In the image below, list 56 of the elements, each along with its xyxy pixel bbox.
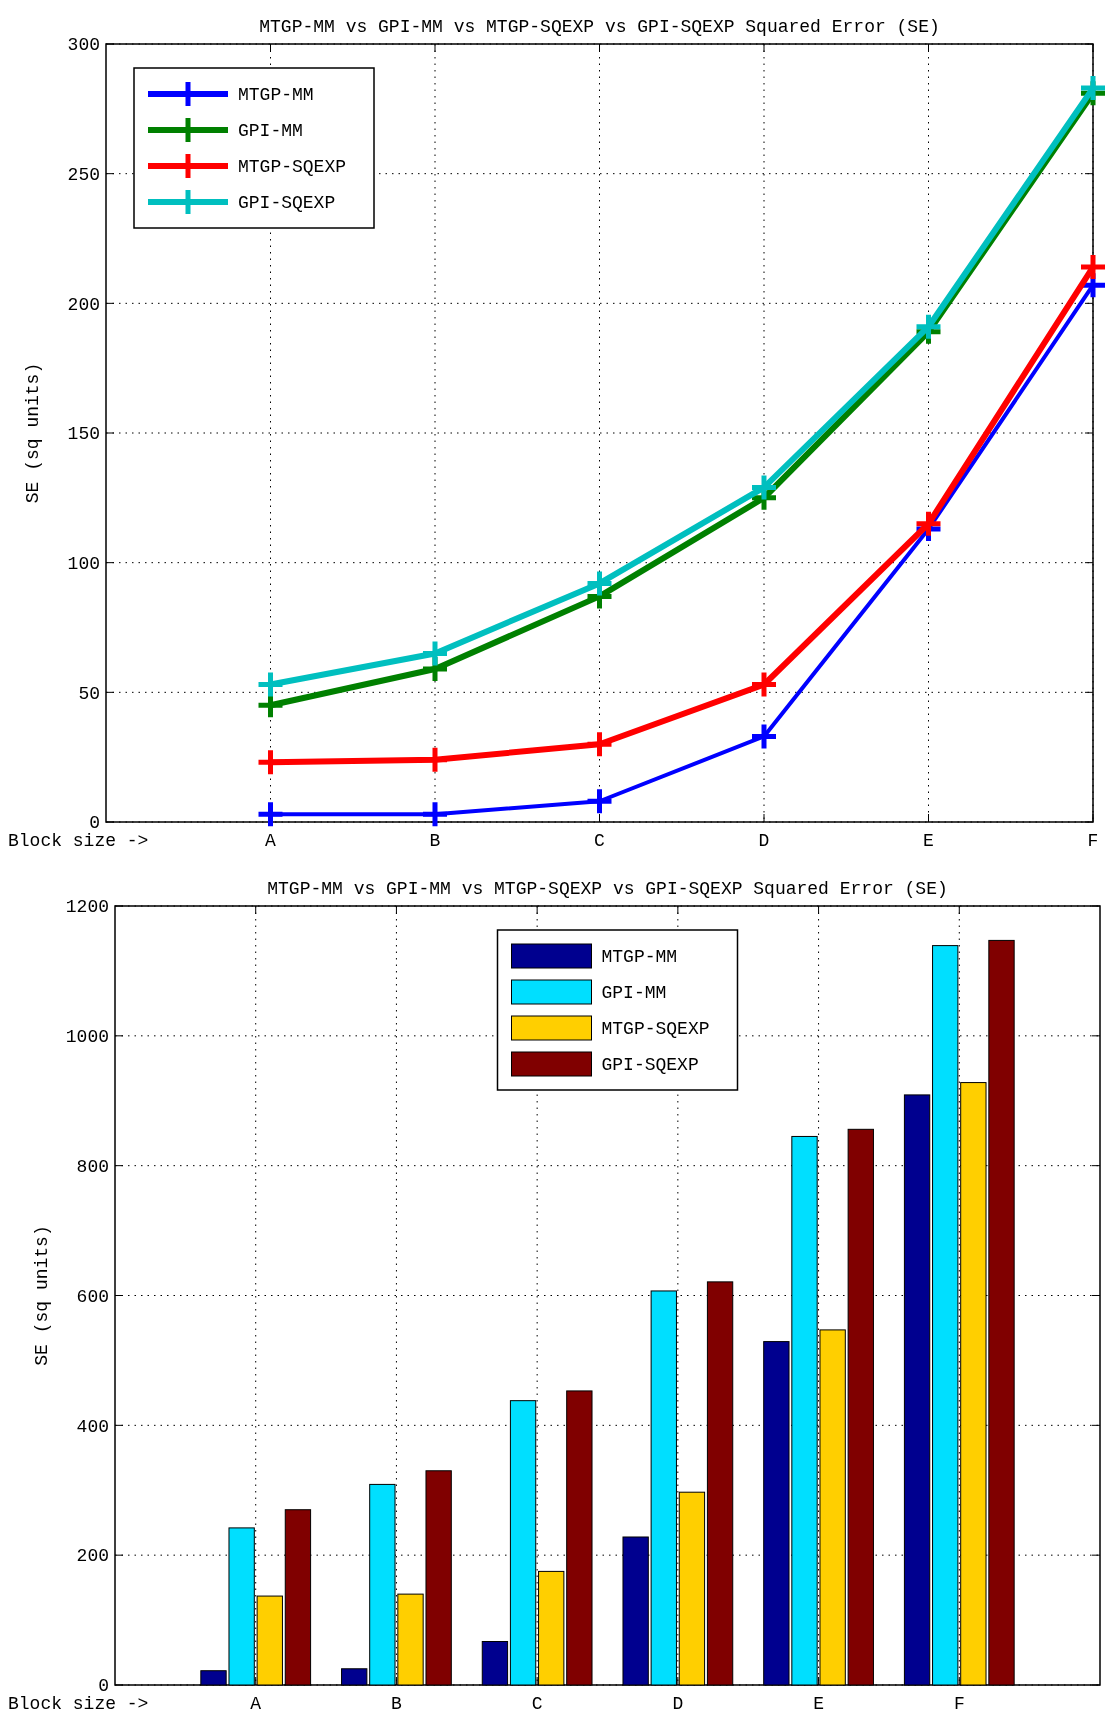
chart-title: MTGP-MM vs GPI-MM vs MTGP-SQEXP vs GPI-SQEXP Squared Error (SE) [259,17,940,37]
point [1081,76,1105,101]
y-tick-label: 200 [67,294,100,315]
point [423,747,447,772]
point [423,641,447,666]
y-tick-label: 100 [67,553,100,574]
x-tick-label: A [265,831,277,851]
y-tick-label: 1200 [65,897,109,918]
point [1081,255,1105,280]
chart-title: MTGP-MM vs GPI-MM vs MTGP-SQEXP vs GPI-SQEXP Squared Error (SE) [267,879,948,899]
legend-label: MTGP-MM [601,947,678,968]
x-tick-label: F [953,1694,965,1714]
legend-label: GPI-SQEXP [238,193,336,214]
point [752,724,776,749]
point [587,789,612,814]
x-tick-label: D [672,1694,684,1714]
x-tick-label: C [594,831,606,851]
x-axis-title: Block size -> [8,1694,149,1714]
point [258,750,283,775]
y-axis-title: SE (sq units) [23,362,43,504]
point [258,672,283,697]
point [752,475,776,500]
x-tick-label: D [758,831,770,851]
x-tick-label: E [923,831,934,851]
point [587,571,612,596]
y-tick-label: 50 [78,683,100,704]
y-tick-label: 200 [76,1546,109,1567]
legend-label: MTGP-MM [238,85,314,106]
x-tick-label: C [531,1694,543,1714]
legend-label: GPI-MM [601,983,667,1004]
y-tick-label: 400 [76,1416,109,1437]
legend-label: GPI-SQEXP [601,1055,699,1076]
legend-label: MTGP-SQEXP [601,1019,710,1040]
x-tick-label: B [391,1694,403,1714]
y-tick-label: 1000 [65,1027,109,1048]
y-tick-label: 0 [98,1676,109,1697]
x-tick-label: A [250,1694,262,1714]
y-tick-label: 150 [67,424,100,445]
x-tick-label: F [1087,831,1099,851]
point [423,802,447,827]
point [916,511,941,536]
point [587,732,612,757]
point [752,672,776,697]
y-tick-label: 300 [67,35,100,56]
legend-label: MTGP-SQEXP [238,157,347,178]
point [916,314,941,339]
point [258,802,283,827]
x-axis-title: Block size -> [8,831,149,851]
y-tick-label: 600 [76,1286,109,1307]
y-tick-label: 250 [67,164,100,185]
y-axis-title: SE (sq units) [32,1225,52,1366]
y-tick-label: 800 [76,1156,109,1177]
legend-label: GPI-MM [238,121,303,142]
y-tick-label: 0 [89,813,100,834]
x-tick-label: B [429,831,441,851]
x-tick-label: E [813,1694,824,1714]
